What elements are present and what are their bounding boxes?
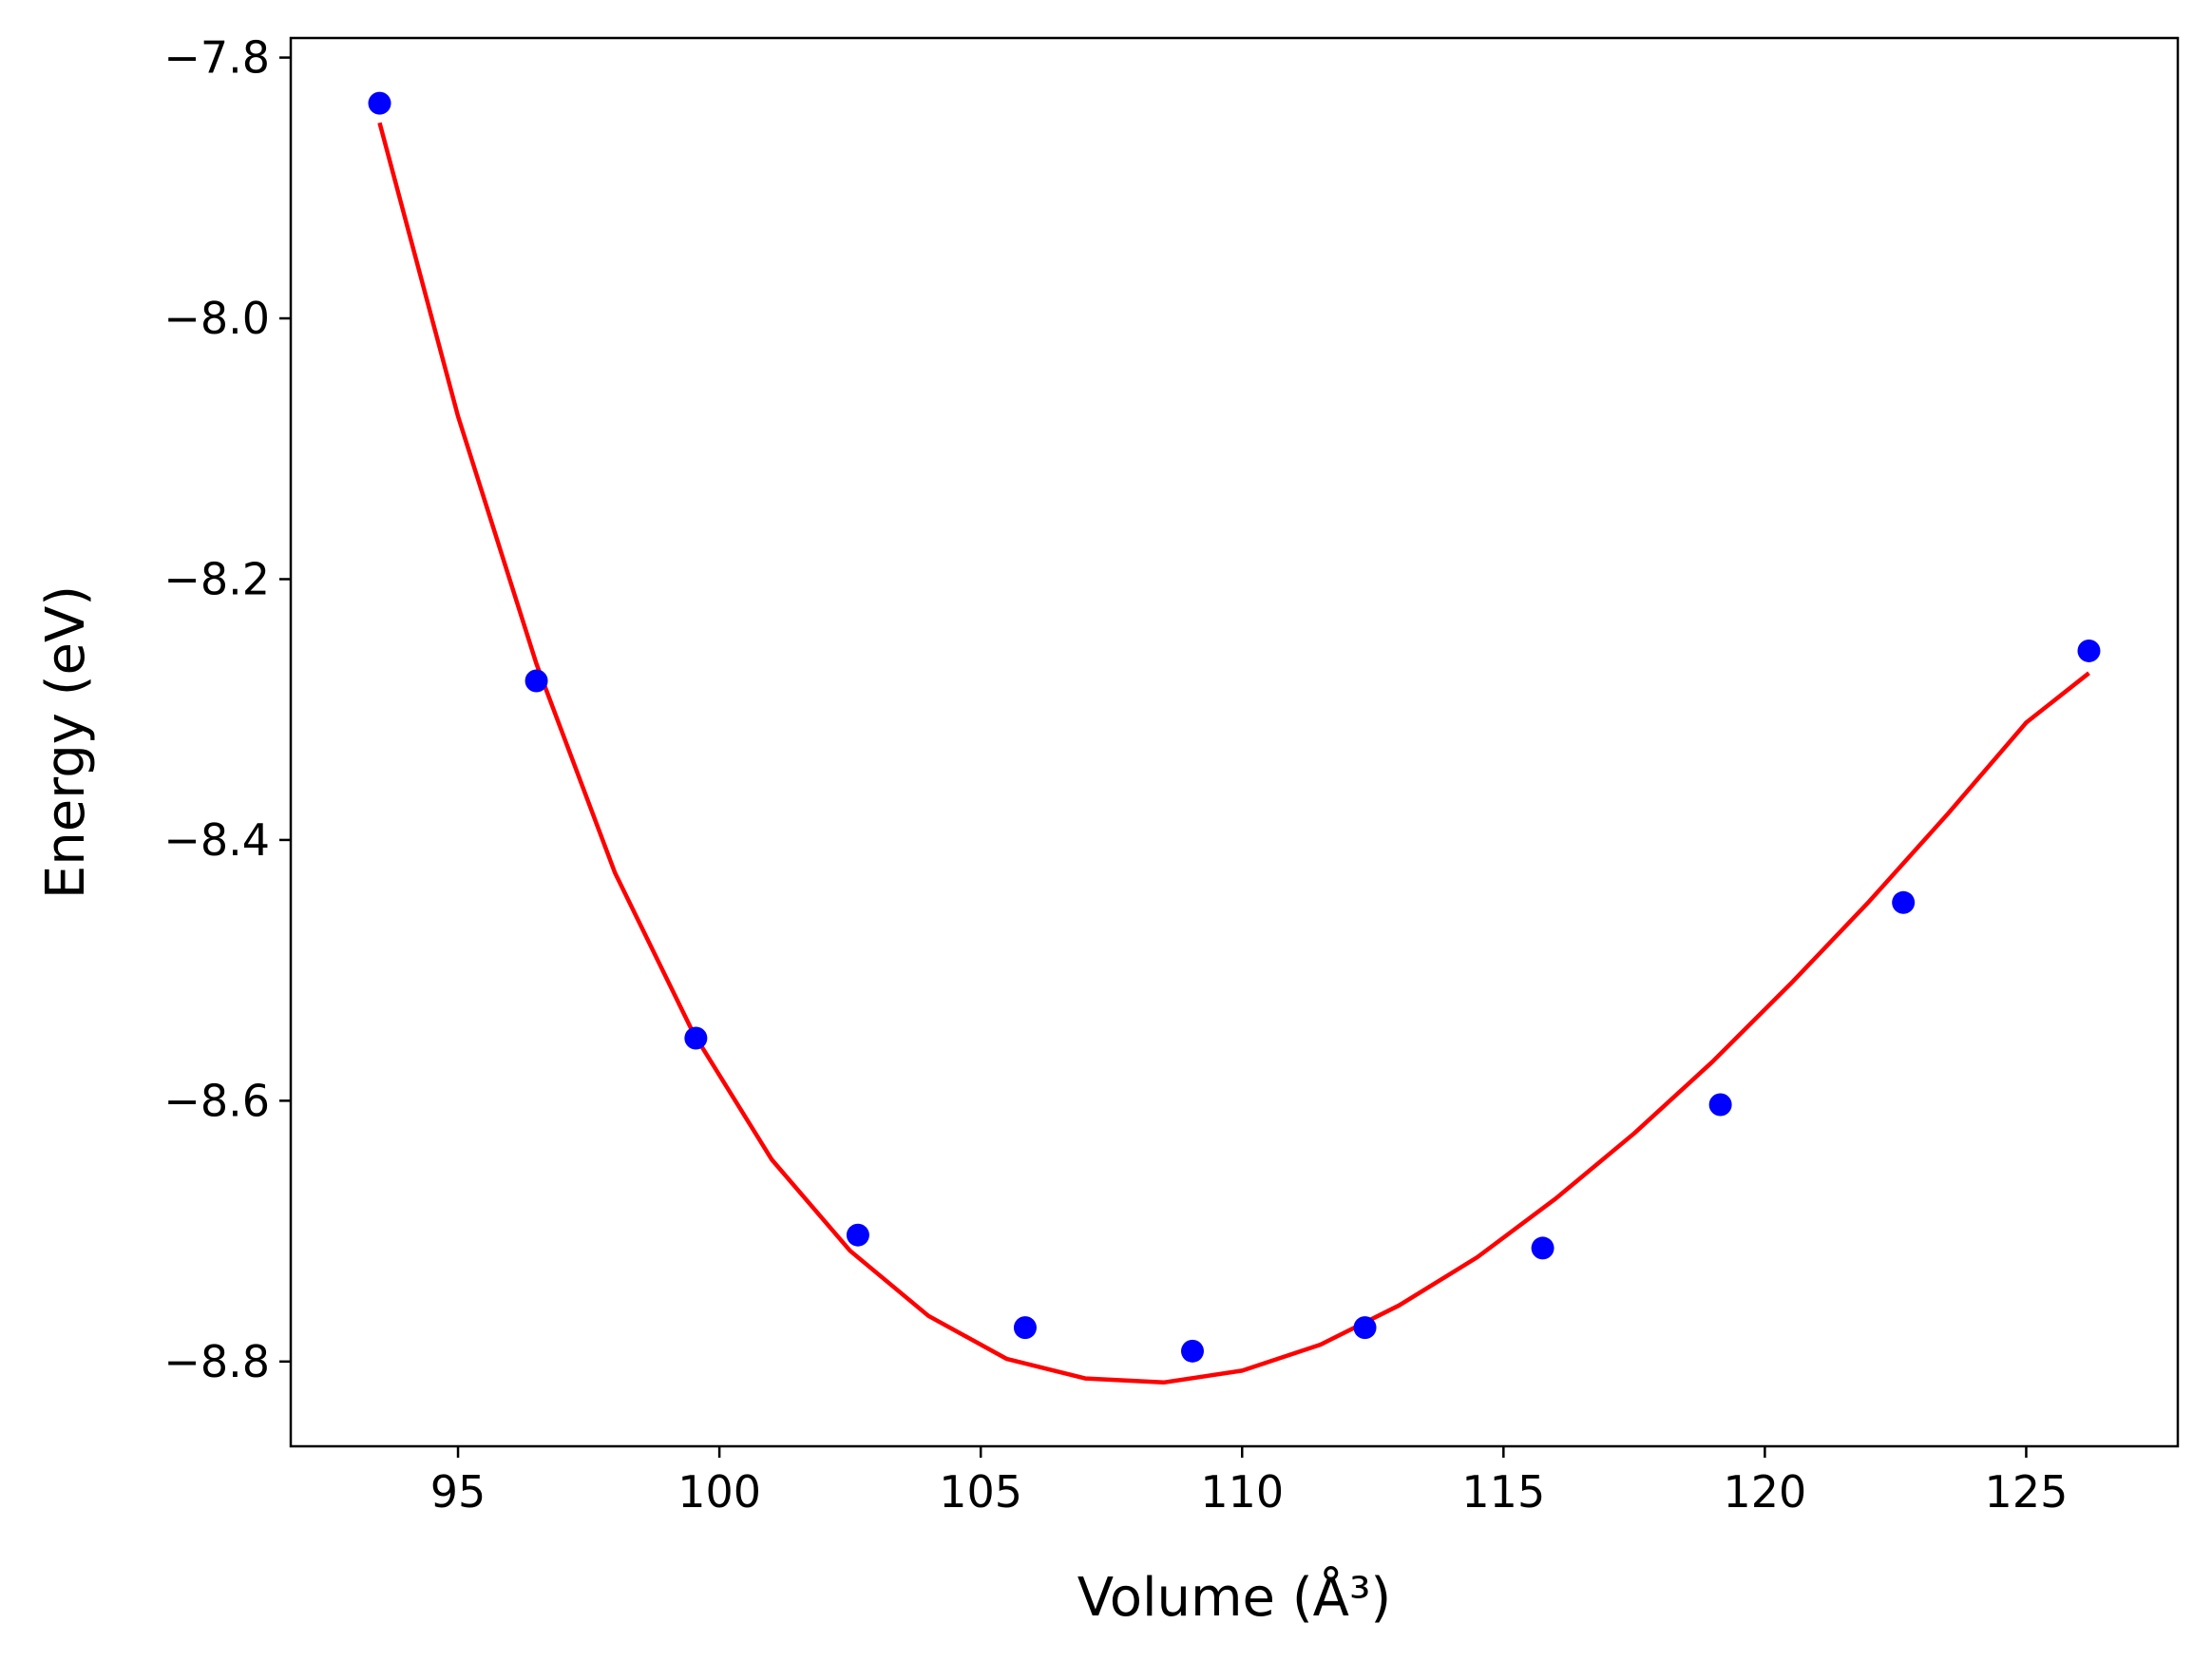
data-point — [1892, 890, 1916, 914]
x-tick-label: 110 — [1200, 1466, 1284, 1518]
x-tick-label: 120 — [1723, 1466, 1806, 1518]
axis-ticks: 95 100 105 110 115 120 125 −7.8 −8.0 −8.2 −8.4 −8.6… — [163, 32, 2068, 1518]
x-tick-label: 100 — [677, 1466, 761, 1518]
x-tick-label: 115 — [1461, 1466, 1545, 1518]
x-tick-label: 95 — [430, 1466, 486, 1518]
y-tick-label: −8.6 — [163, 1075, 270, 1126]
y-tick-label: −8.0 — [163, 293, 270, 344]
data-point — [1180, 1339, 1204, 1363]
data-point — [1353, 1316, 1377, 1340]
x-tick-label: 125 — [1985, 1466, 2069, 1518]
axes-frame — [289, 36, 2180, 1448]
x-axis-label: Volume (Å³) — [1077, 1566, 1392, 1629]
fit-curve-line — [377, 122, 2090, 1385]
data-point — [1013, 1316, 1037, 1340]
data-point — [2077, 639, 2101, 662]
data-point — [368, 91, 391, 115]
data-point — [524, 669, 548, 693]
y-axis-label: Energy (eV) — [35, 585, 97, 899]
data-point — [846, 1223, 869, 1247]
data-point — [1708, 1093, 1732, 1117]
plot-area — [368, 91, 2101, 1385]
y-tick-label: −8.2 — [163, 553, 270, 604]
y-tick-label: −8.8 — [163, 1336, 270, 1387]
x-tick-label: 105 — [939, 1466, 1022, 1518]
y-tick-label: −7.8 — [163, 32, 270, 84]
y-tick-label: −8.4 — [163, 814, 270, 866]
data-point — [684, 1026, 708, 1050]
data-point — [1531, 1236, 1554, 1260]
